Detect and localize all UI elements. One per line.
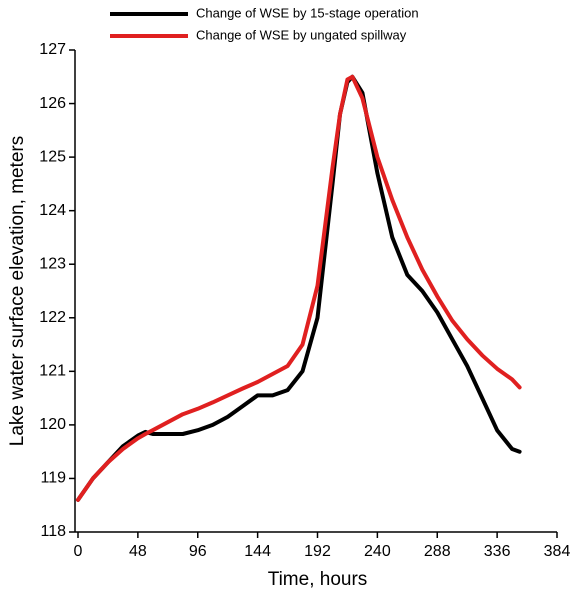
x-tick-label: 96	[189, 543, 207, 560]
x-tick-label: 192	[304, 543, 331, 560]
x-tick-label: 0	[74, 543, 83, 560]
y-tick-label: 122	[39, 309, 66, 326]
y-tick-label: 118	[40, 523, 66, 540]
y-tick-label: 124	[39, 202, 66, 219]
x-tick-label: 384	[544, 543, 571, 560]
legend-label: Change of WSE by 15-stage operation	[196, 5, 419, 20]
y-tick-label: 121	[39, 363, 66, 380]
y-tick-label: 120	[39, 416, 66, 433]
x-tick-label: 288	[424, 543, 451, 560]
y-tick-label: 126	[39, 95, 66, 112]
y-axis-title: Lake water surface elevation, meters	[7, 136, 28, 447]
x-tick-label: 144	[244, 543, 271, 560]
x-tick-label: 240	[364, 543, 391, 560]
series-line	[76, 74, 522, 502]
y-tick-label: 125	[39, 148, 66, 165]
x-tick-label: 336	[484, 543, 511, 560]
x-axis-title: Time, hours	[268, 569, 368, 590]
y-tick-label: 123	[39, 255, 66, 272]
y-tick-label: 119	[40, 470, 66, 487]
y-tick-label: 127	[39, 41, 66, 58]
legend-label: Change of WSE by ungated spillway	[196, 27, 407, 42]
x-tick-label: 48	[129, 543, 147, 560]
